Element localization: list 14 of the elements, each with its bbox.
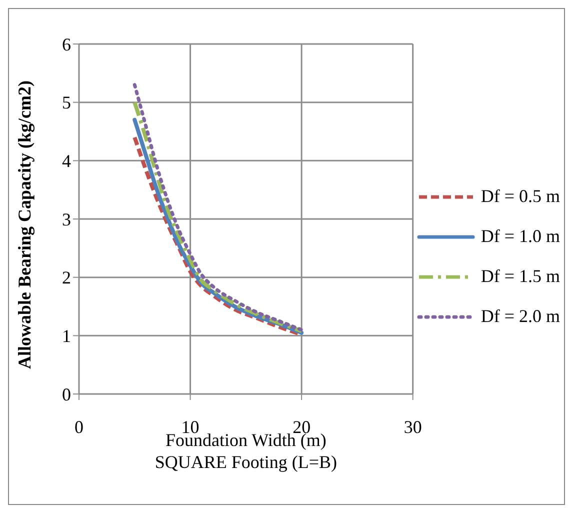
- x-tick-label: 0: [74, 416, 84, 437]
- y-tick-label: 0: [62, 384, 71, 404]
- y-tick-label: 2: [62, 268, 71, 288]
- y-tick-label: 5: [62, 92, 71, 113]
- legend-label: Df = 1.5 m: [480, 266, 560, 287]
- y-tick-label: 3: [62, 209, 71, 230]
- legend-label: Df = 2.0 m: [480, 306, 560, 327]
- y-tick-label: 1: [62, 326, 71, 346]
- legend-label: Df = 1.0 m: [480, 226, 560, 247]
- legend-label: Df = 0.5 m: [480, 186, 560, 207]
- x-tick-label: 30: [404, 416, 422, 437]
- y-axis-title: Allowable Bearing Capacity (kg/cm2): [14, 80, 34, 369]
- y-tick-label: 4: [62, 151, 71, 172]
- y-tick-label: 6: [62, 34, 71, 54]
